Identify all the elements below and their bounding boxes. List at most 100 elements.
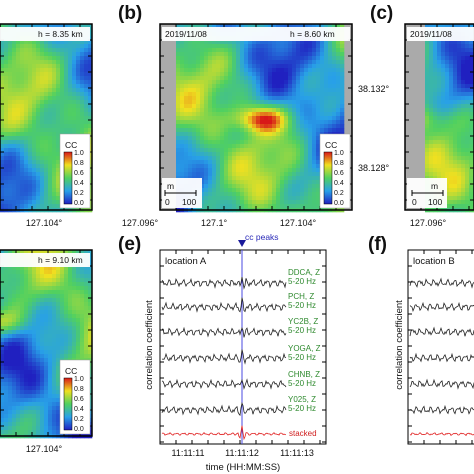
heatmap-cell bbox=[56, 96, 61, 101]
heatmap-cell bbox=[28, 204, 33, 209]
heatmap-cell bbox=[28, 88, 33, 93]
heatmap-cell bbox=[88, 116, 93, 121]
heatmap-cell bbox=[457, 204, 462, 209]
heatmap-cell bbox=[20, 314, 25, 319]
heatmap-cell bbox=[308, 168, 313, 173]
heatmap-cell bbox=[196, 160, 201, 165]
heatmap-cell bbox=[252, 168, 257, 173]
heatmap-cell bbox=[68, 322, 73, 327]
heatmap-cell bbox=[56, 116, 61, 121]
heatmap-cell bbox=[332, 124, 337, 129]
heatmap-cell bbox=[84, 298, 89, 303]
heatmap-cell bbox=[0, 334, 5, 339]
heatmap-cell bbox=[196, 144, 201, 149]
heatmap-cell bbox=[52, 168, 57, 173]
heatmap-cell bbox=[465, 124, 470, 129]
heatmap-cell bbox=[224, 60, 229, 65]
heatmap-cell bbox=[44, 52, 49, 57]
depth-label-d: h = 9.10 km bbox=[38, 255, 83, 265]
heatmap-cell bbox=[256, 156, 261, 161]
heatmap-cell bbox=[36, 346, 41, 351]
heatmap-cell bbox=[228, 80, 233, 85]
heatmap-cell bbox=[220, 128, 225, 133]
heatmap-cell bbox=[32, 68, 37, 73]
heatmap-cell bbox=[20, 318, 25, 323]
heatmap-cell bbox=[340, 24, 345, 29]
heatmap-cell bbox=[292, 48, 297, 53]
heatmap-cell bbox=[457, 24, 462, 29]
heatmap-cell bbox=[28, 286, 33, 291]
heatmap-cell bbox=[469, 104, 474, 109]
heatmap-cell bbox=[437, 48, 442, 53]
heatmap-cell bbox=[244, 180, 249, 185]
heatmap-cell bbox=[56, 196, 61, 201]
heatmap-cell bbox=[288, 104, 293, 109]
heatmap-cell bbox=[40, 196, 45, 201]
heatmap-cell bbox=[76, 96, 81, 101]
heatmap-cell bbox=[276, 148, 281, 153]
heatmap-cell bbox=[28, 96, 33, 101]
heatmap-cell bbox=[332, 56, 337, 61]
heatmap-cell bbox=[268, 76, 273, 81]
heatmap-cell bbox=[252, 128, 257, 133]
heatmap-cell bbox=[72, 64, 77, 69]
heatmap-cell bbox=[24, 132, 29, 137]
heatmap-cell bbox=[60, 350, 65, 355]
heatmap-cell bbox=[316, 124, 321, 129]
heatmap-cell bbox=[445, 60, 450, 65]
heatmap-cell bbox=[208, 164, 213, 169]
heatmap-cell bbox=[64, 334, 69, 339]
heatmap-cell bbox=[248, 64, 253, 69]
heatmap-cell bbox=[0, 366, 5, 371]
heatmap-cell bbox=[332, 128, 337, 133]
heatmap-cell bbox=[437, 112, 442, 117]
heatmap-cell bbox=[0, 44, 5, 49]
heatmap-cell bbox=[284, 64, 289, 69]
heatmap-cell bbox=[20, 112, 25, 117]
heatmap-cell bbox=[36, 196, 41, 201]
heatmap-cell bbox=[16, 322, 21, 327]
heatmap-cell bbox=[52, 176, 57, 181]
heatmap-cell bbox=[80, 64, 85, 69]
heatmap-cell bbox=[12, 148, 17, 153]
heatmap-cell bbox=[316, 144, 321, 149]
heatmap-cell bbox=[88, 52, 93, 57]
heatmap-cell bbox=[228, 160, 233, 165]
heatmap-cell bbox=[72, 44, 77, 49]
heatmap-cell bbox=[36, 120, 41, 125]
heatmap-cell bbox=[40, 148, 45, 153]
heatmap-cell bbox=[56, 204, 61, 209]
heatmap-cell bbox=[192, 152, 197, 157]
heatmap-cell bbox=[192, 112, 197, 117]
heatmap-cell bbox=[280, 120, 285, 125]
heatmap-cell bbox=[465, 108, 470, 113]
heatmap-cell bbox=[244, 52, 249, 57]
heatmap-cell bbox=[457, 96, 462, 101]
heatmap-cell bbox=[0, 266, 5, 271]
heatmap-cell bbox=[88, 80, 93, 85]
heatmap-cell bbox=[8, 382, 13, 387]
heatmap-cell bbox=[44, 76, 49, 81]
heatmap-cell bbox=[212, 152, 217, 157]
heatmap-cell bbox=[272, 116, 277, 121]
heatmap-cell bbox=[24, 394, 29, 399]
heatmap-cell bbox=[461, 152, 466, 157]
heatmap-cell bbox=[72, 56, 77, 61]
heatmap-cell bbox=[300, 156, 305, 161]
heatmap-cell bbox=[469, 160, 474, 165]
heatmap-cell bbox=[180, 172, 185, 177]
heatmap-cell bbox=[453, 188, 458, 193]
heatmap-cell bbox=[180, 52, 185, 57]
heatmap-cell bbox=[88, 72, 93, 77]
heatmap-cell bbox=[465, 68, 470, 73]
heatmap-cell bbox=[457, 116, 462, 121]
heatmap-cell bbox=[88, 128, 93, 133]
heatmap-cell bbox=[236, 128, 241, 133]
heatmap-cell bbox=[264, 128, 269, 133]
heatmap-cell bbox=[453, 24, 458, 29]
panel-a: h = 8.35 km CC 1.0 0.8 0.6 0.4 0.2 0.0 1… bbox=[0, 23, 93, 228]
heatmap-cell bbox=[332, 104, 337, 109]
heatmap-cell bbox=[312, 184, 317, 189]
heatmap-cell bbox=[8, 318, 13, 323]
heatmap-cell bbox=[332, 72, 337, 77]
